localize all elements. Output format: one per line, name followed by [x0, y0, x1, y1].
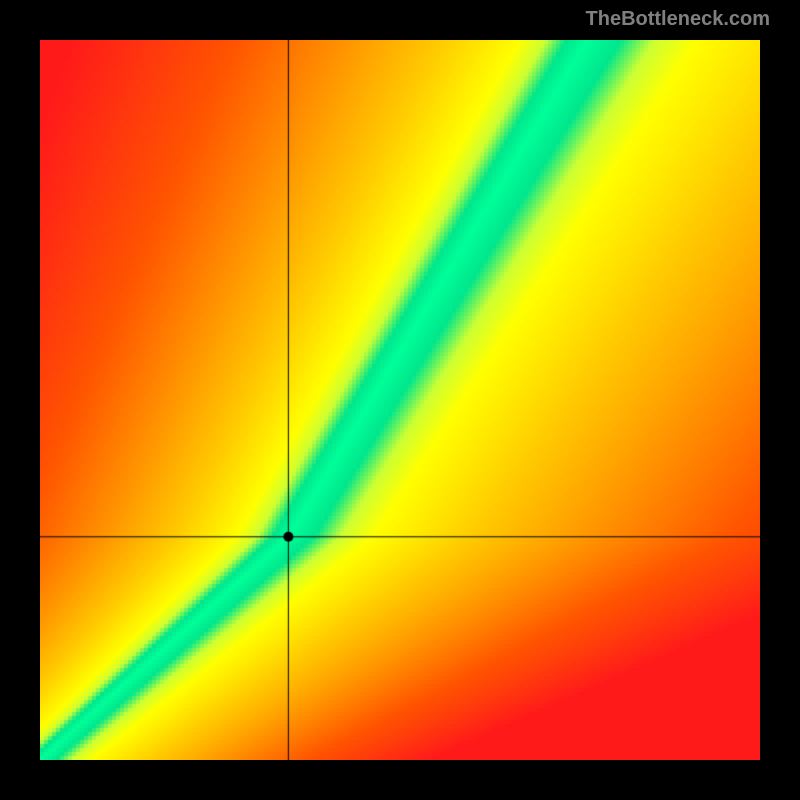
heatmap-chart — [40, 40, 760, 760]
heatmap-canvas — [40, 40, 760, 760]
watermark-text: TheBottleneck.com — [586, 8, 770, 31]
